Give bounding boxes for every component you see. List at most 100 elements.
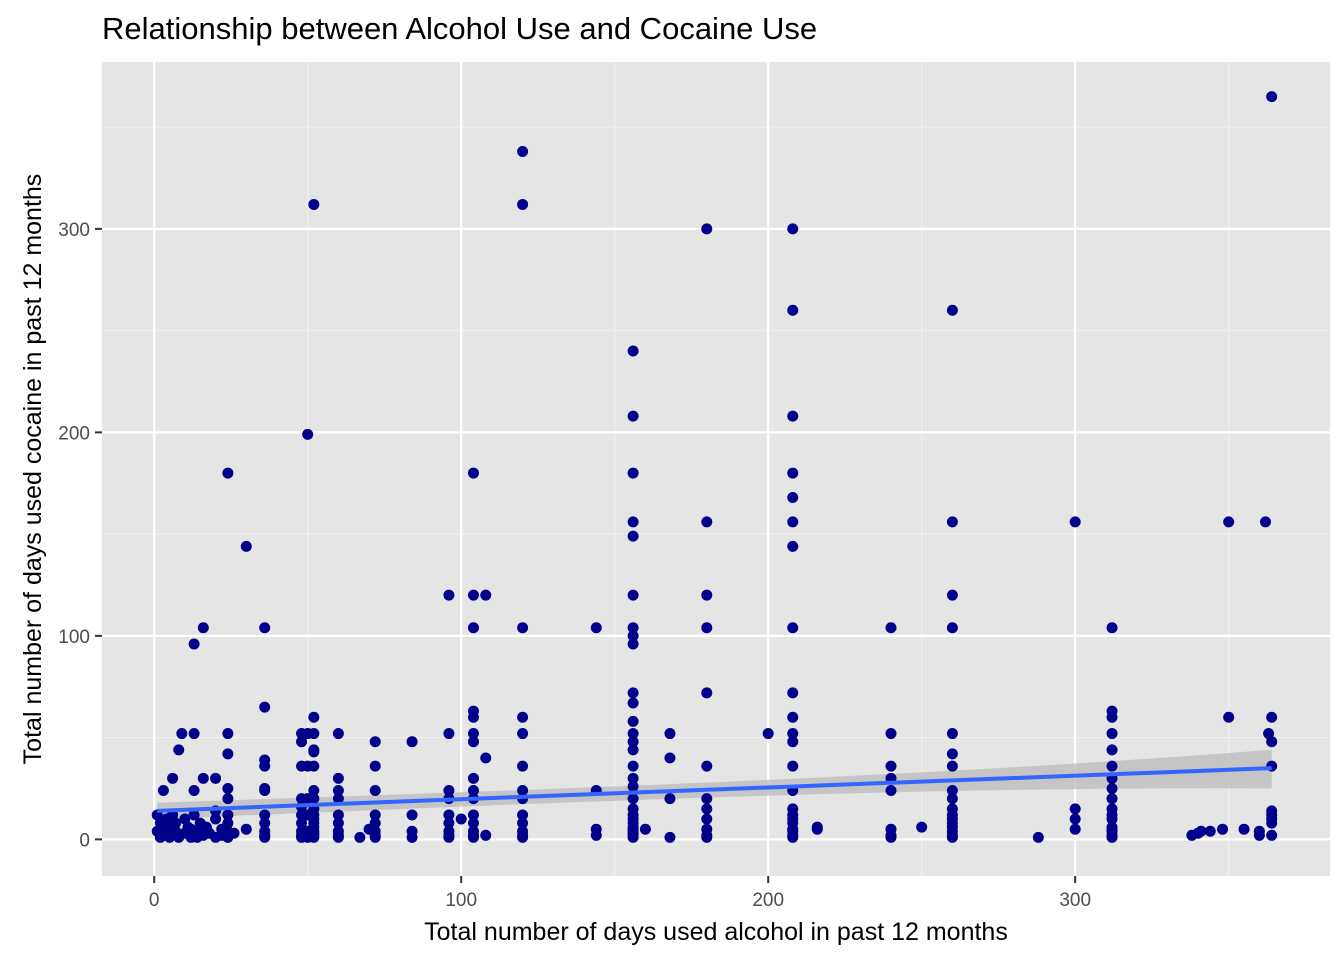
data-point — [467, 785, 479, 797]
data-point — [332, 809, 344, 821]
data-point — [701, 589, 713, 601]
data-point — [885, 831, 897, 843]
data-point — [627, 744, 639, 756]
data-point — [332, 793, 344, 805]
data-point — [157, 785, 169, 797]
data-point — [787, 467, 799, 479]
data-point — [259, 622, 271, 634]
x-tick-label: 100 — [445, 890, 477, 911]
data-point — [480, 589, 492, 601]
data-point — [222, 467, 234, 479]
data-point — [480, 829, 492, 841]
data-point — [197, 622, 209, 634]
data-point — [946, 831, 958, 843]
data-point — [308, 831, 320, 843]
data-point — [946, 760, 958, 772]
data-point — [787, 540, 799, 552]
data-point — [1266, 817, 1278, 829]
data-point — [1069, 823, 1081, 835]
data-point — [517, 760, 529, 772]
data-point — [197, 772, 209, 784]
data-point — [627, 622, 639, 634]
data-point — [1106, 793, 1118, 805]
data-point — [1069, 516, 1081, 528]
major-gridlines — [102, 62, 1330, 876]
data-point — [406, 809, 418, 821]
data-point — [1106, 622, 1118, 634]
data-point — [188, 809, 200, 821]
data-point — [627, 760, 639, 772]
data-point — [1069, 803, 1081, 815]
data-point — [627, 715, 639, 727]
data-point — [701, 687, 713, 699]
data-point — [1106, 760, 1118, 772]
data-point — [590, 622, 602, 634]
x-axis-ticks: 0 100 200 300 — [149, 876, 1091, 911]
data-point — [296, 736, 308, 748]
data-point — [188, 638, 200, 650]
data-point — [302, 428, 314, 440]
data-point — [627, 589, 639, 601]
data-point — [627, 728, 639, 740]
data-point — [369, 817, 381, 829]
data-point — [701, 831, 713, 843]
y-tick-label: 0 — [79, 830, 90, 851]
data-point — [1217, 823, 1229, 835]
data-point — [664, 728, 676, 740]
data-point — [259, 809, 271, 821]
x-tick-label: 0 — [149, 890, 160, 911]
plot-panel — [102, 62, 1330, 876]
data-point — [787, 491, 799, 503]
data-point — [443, 809, 455, 821]
data-point — [627, 831, 639, 843]
data-point — [332, 831, 344, 843]
data-point — [517, 198, 529, 210]
data-point — [1223, 711, 1235, 723]
data-point — [308, 793, 320, 805]
x-tick-label: 300 — [1059, 890, 1091, 911]
data-point — [762, 728, 774, 740]
x-axis-title: Total number of days used alcohol in pas… — [424, 918, 1008, 946]
data-point — [627, 638, 639, 650]
data-point — [369, 831, 381, 843]
chart-title: Relationship between Alcohol Use and Coc… — [102, 11, 817, 46]
data-point — [222, 782, 234, 794]
data-point — [467, 736, 479, 748]
data-point — [787, 711, 799, 723]
data-point — [1106, 711, 1118, 723]
data-point — [443, 589, 455, 601]
data-point — [308, 760, 320, 772]
data-point — [308, 746, 320, 758]
data-point — [443, 728, 455, 740]
panel-background — [102, 62, 1330, 876]
data-point — [369, 760, 381, 772]
data-point — [296, 817, 308, 829]
data-point — [210, 813, 222, 825]
y-axis-ticks: 0 100 200 300 — [58, 220, 102, 851]
data-point — [627, 410, 639, 422]
data-point — [308, 198, 320, 210]
data-point — [946, 516, 958, 528]
data-point — [701, 622, 713, 634]
data-point — [946, 793, 958, 805]
data-point — [627, 697, 639, 709]
data-point — [1195, 825, 1207, 837]
data-point — [627, 793, 639, 805]
data-point — [627, 780, 639, 792]
data-point — [627, 630, 639, 642]
data-point — [443, 817, 455, 829]
data-point — [590, 829, 602, 841]
data-point — [167, 772, 179, 784]
data-point — [332, 728, 344, 740]
data-point — [946, 728, 958, 740]
data-point — [811, 823, 823, 835]
data-point — [467, 728, 479, 740]
data-point — [240, 823, 252, 835]
data-point — [627, 772, 639, 784]
x-tick-label: 200 — [752, 890, 784, 911]
data-point — [228, 827, 240, 839]
data-point — [664, 752, 676, 764]
data-point — [627, 736, 639, 748]
data-point — [1266, 829, 1278, 841]
